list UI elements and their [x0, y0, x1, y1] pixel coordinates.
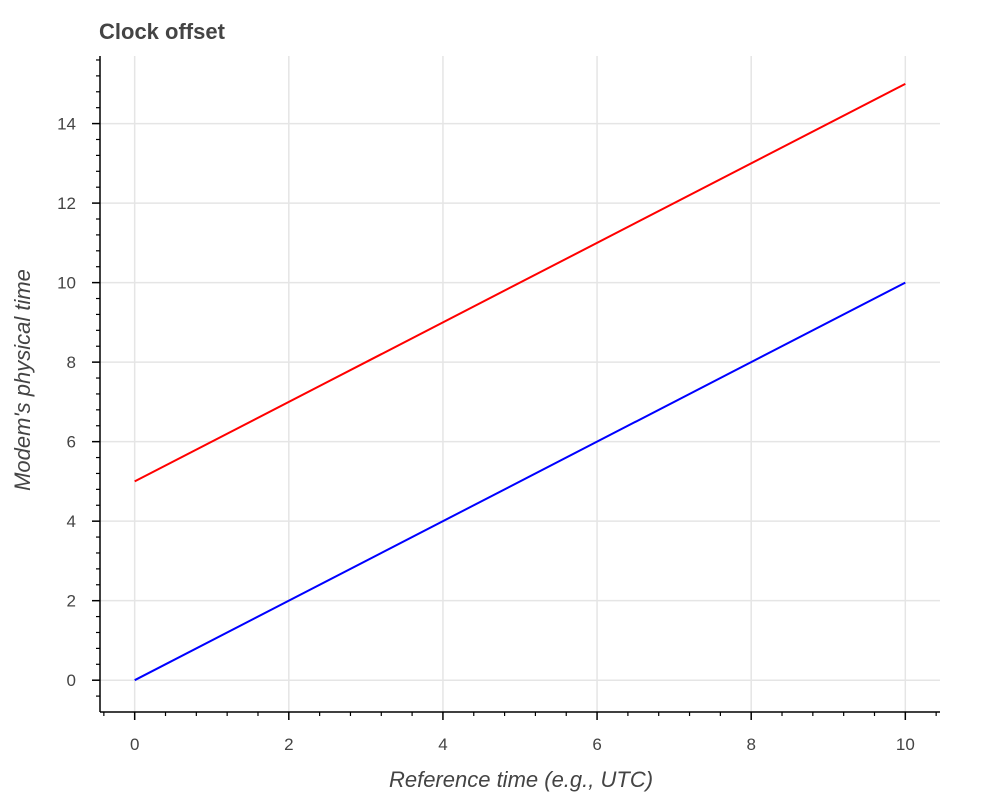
y-tick-label: 6: [67, 433, 76, 452]
series-line-2: [134, 281, 906, 682]
y-tick-label: 12: [57, 194, 76, 213]
x-tick-label: 8: [746, 735, 755, 754]
y-tick-label: 4: [67, 512, 76, 531]
chart-title: Clock offset: [99, 19, 226, 44]
series-line-1: [134, 82, 906, 483]
x-tick-label: 10: [896, 735, 915, 754]
x-tick-label: 6: [592, 735, 601, 754]
y-tick-label: 10: [57, 274, 76, 293]
series-group: [134, 82, 906, 682]
y-tick-label: 14: [57, 115, 76, 134]
x-tick-label: 2: [284, 735, 293, 754]
x-axis-label: Reference time (e.g., UTC): [389, 767, 653, 792]
axes: 0 2 4 6 8 10 0 2 4 6 8 10 12 14: [57, 56, 940, 754]
y-axis-label: Modem's physical time: [10, 269, 35, 491]
x-tick-label: 4: [438, 735, 447, 754]
y-tick-label: 8: [67, 353, 76, 372]
x-tick-label: 0: [130, 735, 139, 754]
y-tick-label: 2: [67, 592, 76, 611]
y-tick-label: 0: [67, 671, 76, 690]
grid: [100, 56, 940, 712]
